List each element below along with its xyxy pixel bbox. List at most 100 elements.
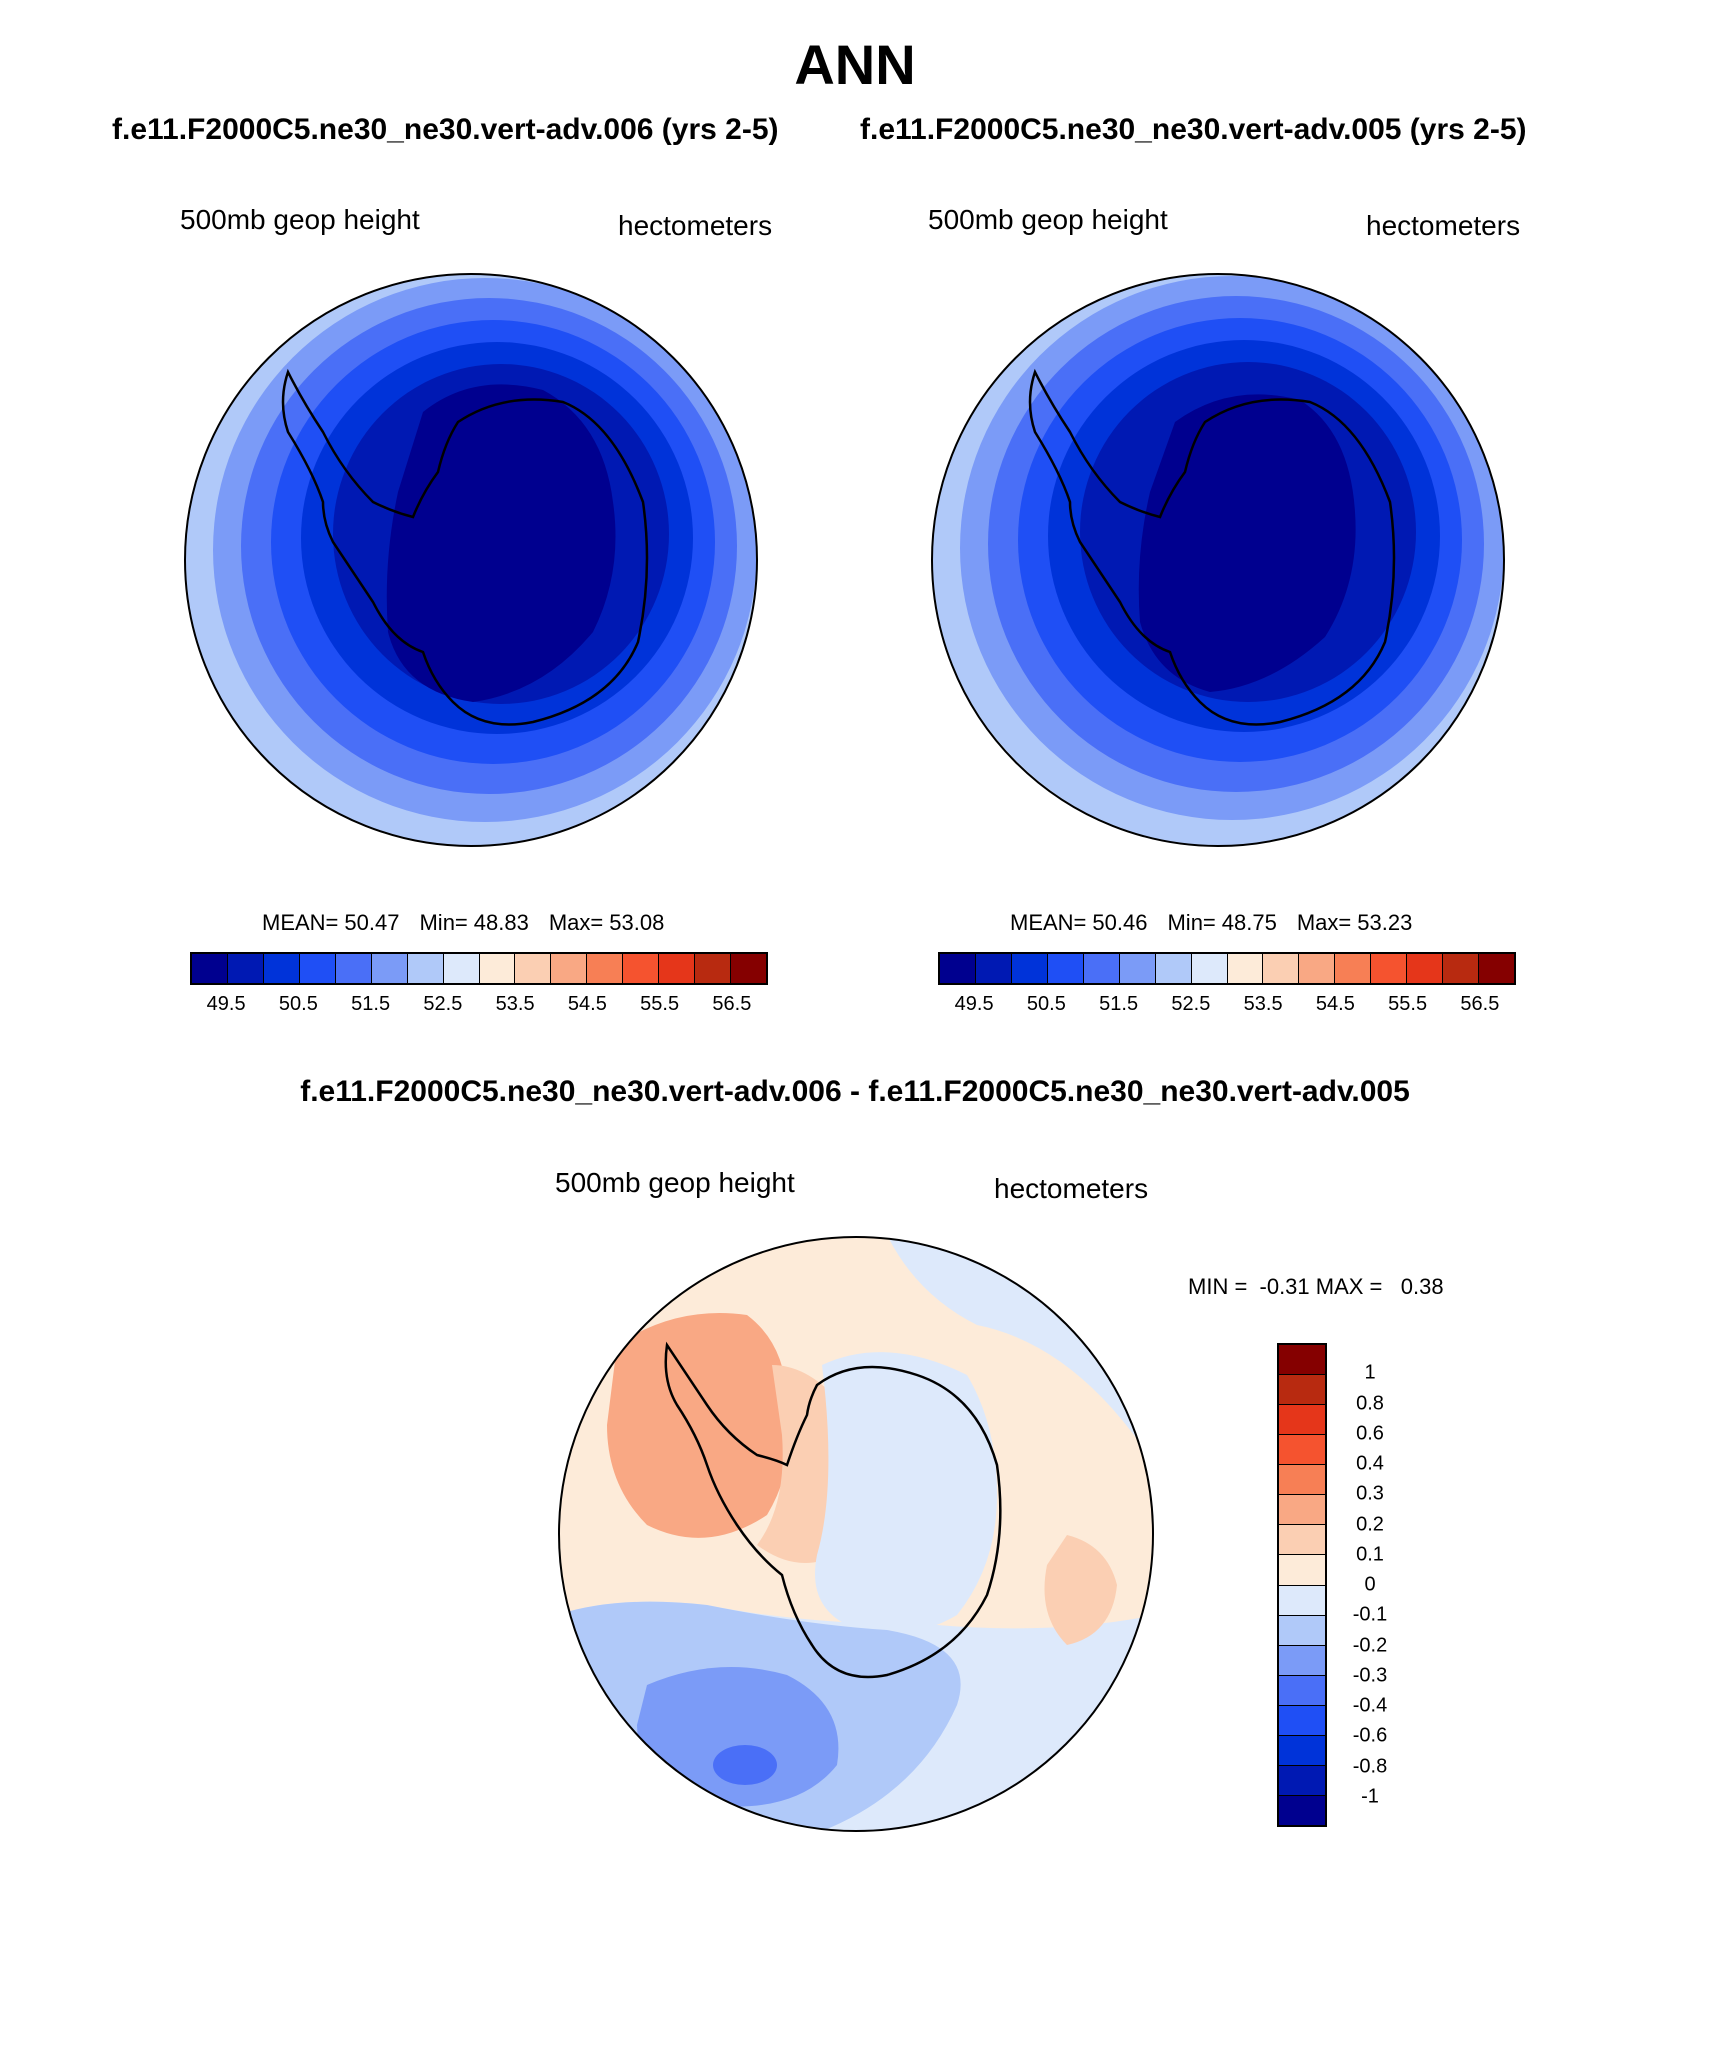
colorbar-swatch [299, 954, 336, 983]
colorbar-swatch [659, 954, 696, 983]
colorbar-tick-label: 52.5 [423, 993, 463, 1015]
colorbar-swatch [1263, 954, 1300, 983]
colorbar-swatch [1479, 954, 1514, 983]
colorbar-tick-label: -0.3 [1352, 1664, 1388, 1687]
colorbar-tick-label: 55.5 [640, 993, 680, 1015]
figure-title: ANN [794, 33, 916, 96]
colorbar-swatch [1371, 954, 1408, 983]
colorbar-tick-label: 54.5 [1315, 993, 1355, 1015]
colorbar-swatch [371, 954, 408, 983]
colorbar-swatch [1279, 1735, 1325, 1766]
colorbar-swatch [1119, 954, 1156, 983]
colorbar-swatch [1279, 1705, 1325, 1736]
colorbar-tick-label: 55.5 [1388, 993, 1428, 1015]
colorbar-swatch [695, 954, 732, 983]
colorbar-swatch [1279, 1495, 1325, 1526]
colorbar-swatch [731, 954, 766, 983]
min-max-label: MIN = -0.31 MAX = 0.38 [1188, 1274, 1444, 1299]
colorbar-swatch [1279, 1375, 1325, 1406]
polar-map-right [931, 273, 1505, 847]
colorbar-tick-label: 51.5 [1099, 993, 1139, 1015]
colorbar-swatch [1227, 954, 1264, 983]
colorbar-swatch [1279, 1465, 1325, 1496]
colorbar-tick-label: -0.2 [1352, 1634, 1388, 1656]
colorbar-swatch [1279, 1795, 1325, 1825]
colorbar-swatch [1083, 954, 1120, 983]
colorbar-diff-ticks: 1 0.8 0.6 0.4 0.3 0.2 0.1 0 -0.1 -0.2 -0.3 -0.4 -0.6… [1340, 1343, 1400, 1827]
colorbar-swatch [192, 954, 228, 983]
colorbar-tick-label: 51.5 [351, 993, 391, 1015]
antarctica-coastline-diff [664, 1341, 1002, 1679]
colorbar-tick-label: 1 [1364, 1361, 1376, 1384]
colorbar-swatch [1047, 954, 1084, 983]
difference-title: f.e11.F2000C5.ne30_ne30.vert-adv.006 - f… [300, 1075, 1410, 1108]
colorbar-tick-label: 0.8 [1356, 1392, 1384, 1414]
colorbar-tick-label: -0.4 [1352, 1694, 1388, 1717]
colorbar-tick-label: 54.5 [567, 993, 607, 1015]
colorbar-swatch [1279, 1645, 1325, 1676]
colorbar-tick-label: 50.5 [278, 993, 318, 1015]
polar-map-diff [558, 1236, 1154, 1832]
colorbar-left [190, 952, 768, 985]
colorbar-swatch [551, 954, 588, 983]
colorbar-tick-label: 50.5 [1026, 993, 1066, 1015]
stats-right: MEAN= 50.46 Min= 48.75 Max= 53.23 [1010, 910, 1413, 935]
antarctica-coastline-left [281, 368, 649, 726]
case-title-left: f.e11.F2000C5.ne30_ne30.vert-adv.006 (yr… [112, 113, 779, 146]
colorbar-tick-label: 56.5 [1460, 993, 1500, 1015]
colorbar-tick-label: 53.5 [1243, 993, 1283, 1015]
colorbar-swatch [975, 954, 1012, 983]
colorbar-swatch [1299, 954, 1336, 983]
colorbar-swatch [1407, 954, 1444, 983]
colorbar-swatch [623, 954, 660, 983]
colorbar-swatch [1279, 1615, 1325, 1646]
colorbar-tick-label: 0.3 [1356, 1482, 1384, 1505]
variable-label-diff: 500mb geop height [555, 1167, 795, 1198]
units-label-right: hectometers [1366, 210, 1521, 241]
colorbar-tick-label: 49.5 [206, 993, 246, 1015]
colorbar-swatch [1279, 1405, 1325, 1436]
colorbar-swatch [1279, 1585, 1325, 1616]
colorbar-swatch [1011, 954, 1048, 983]
colorbar-swatch [227, 954, 264, 983]
variable-label-right: 500mb geop height [928, 204, 1168, 235]
colorbar-tick-label: 52.5 [1171, 993, 1211, 1015]
colorbar-tick-label: 53.5 [495, 993, 535, 1015]
colorbar-tick-label: 0.6 [1356, 1422, 1384, 1445]
colorbar-swatch [335, 954, 372, 983]
colorbar-swatch [1279, 1525, 1325, 1556]
colorbar-swatch [587, 954, 624, 983]
colorbar-swatch [1191, 954, 1228, 983]
colorbar-tick-label: 0 [1364, 1573, 1376, 1596]
polar-map-left [184, 273, 758, 847]
colorbar-swatch [1279, 1345, 1325, 1376]
colorbar-tick-label: 0.1 [1356, 1543, 1384, 1566]
colorbar-tick-label: 0.2 [1356, 1513, 1384, 1535]
colorbar-swatch [479, 954, 516, 983]
colorbar-tick-label: -1 [1361, 1785, 1379, 1808]
colorbar-swatch [1279, 1435, 1325, 1466]
colorbar-tick-label: -0.1 [1352, 1603, 1388, 1626]
colorbar-tick-label: -0.8 [1352, 1755, 1388, 1777]
colorbar-tick-label: 56.5 [712, 993, 752, 1015]
colorbar-swatch [1279, 1675, 1325, 1706]
units-label-diff: hectometers [994, 1173, 1149, 1204]
colorbar-swatch [515, 954, 552, 983]
case-title-right: f.e11.F2000C5.ne30_ne30.vert-adv.005 (yr… [860, 113, 1527, 146]
colorbar-tick-label: 0.4 [1356, 1452, 1384, 1475]
colorbar-swatch [1279, 1555, 1325, 1586]
colorbar-swatch [1155, 954, 1192, 983]
units-label-left: hectometers [618, 210, 773, 241]
colorbar-swatch [1335, 954, 1372, 983]
variable-label-left: 500mb geop height [180, 204, 420, 235]
colorbar-swatch [940, 954, 976, 983]
colorbar-swatch [1279, 1765, 1325, 1796]
colorbar-tick-label: -0.6 [1352, 1724, 1388, 1747]
colorbar-diff [1277, 1343, 1327, 1827]
antarctica-coastline-right [1028, 368, 1396, 726]
colorbar-swatch [407, 954, 444, 983]
colorbar-swatch [1443, 954, 1480, 983]
colorbar-swatch [443, 954, 480, 983]
colorbar-swatch [263, 954, 300, 983]
stats-left: MEAN= 50.47 Min= 48.83 Max= 53.08 [262, 910, 665, 935]
